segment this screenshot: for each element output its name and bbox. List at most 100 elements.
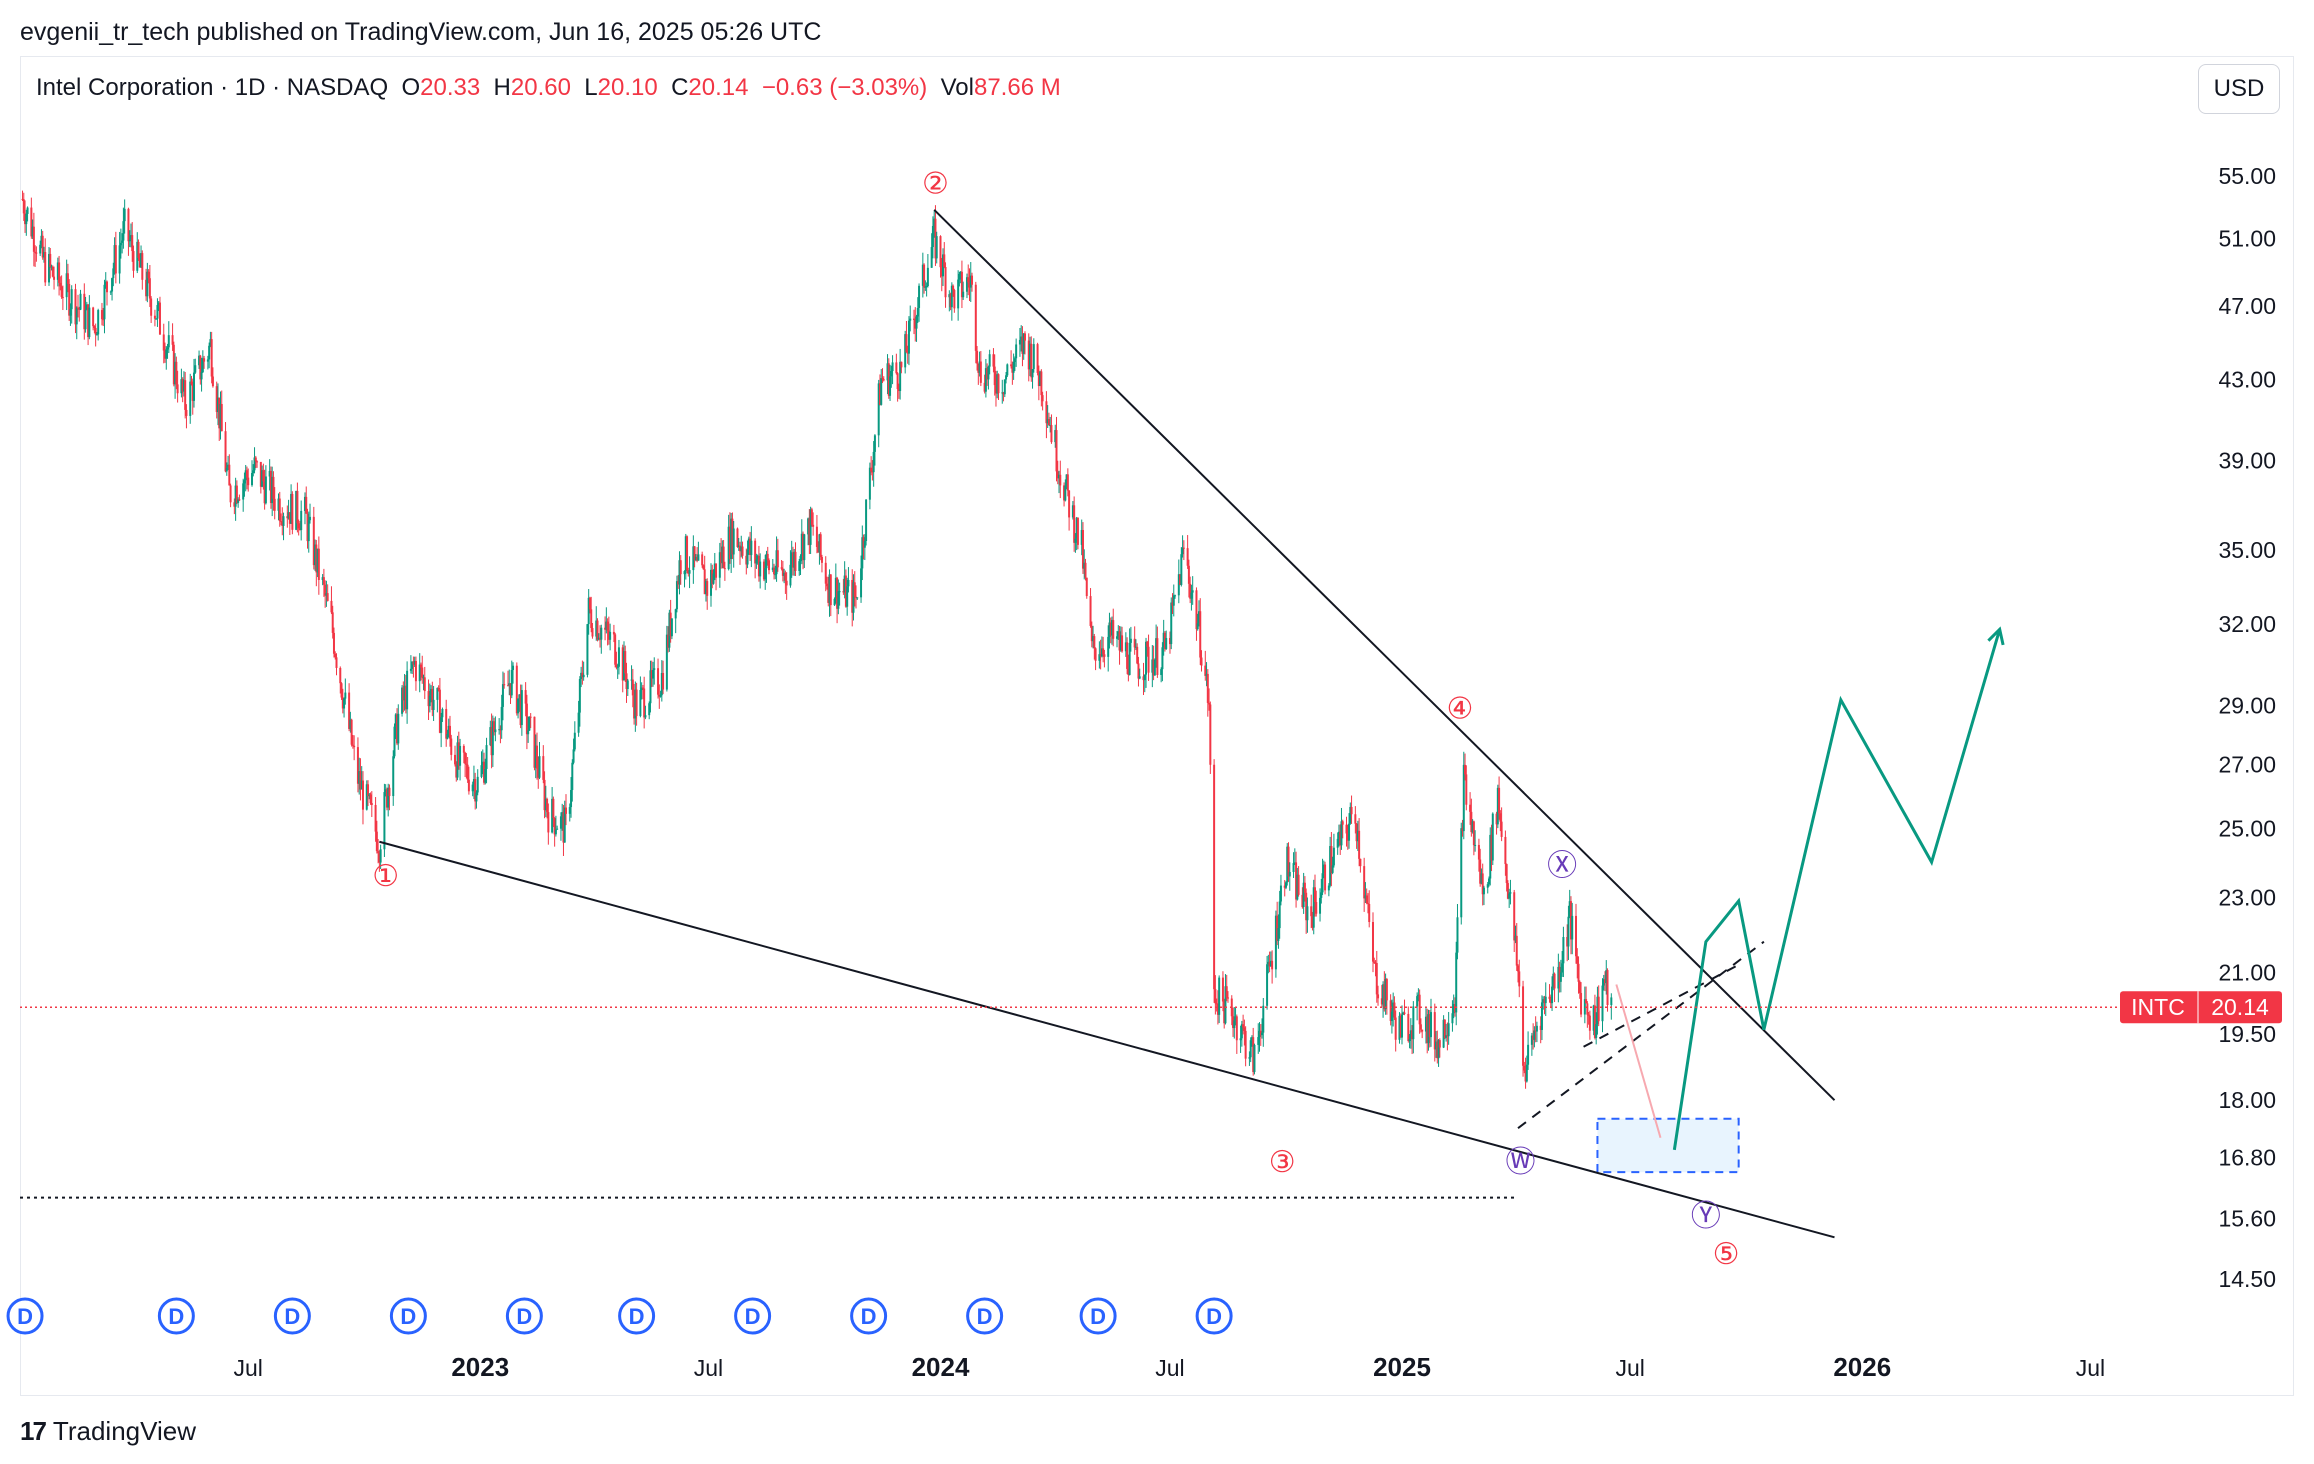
- candle[interactable]: [1559, 959, 1562, 993]
- candle[interactable]: [605, 607, 608, 634]
- candle[interactable]: [537, 756, 540, 789]
- candle[interactable]: [349, 711, 352, 733]
- candle[interactable]: [1418, 989, 1421, 1034]
- candle[interactable]: [288, 512, 291, 536]
- candle[interactable]: [156, 298, 159, 327]
- candle[interactable]: [1390, 999, 1393, 1034]
- candle[interactable]: [765, 550, 768, 583]
- candle[interactable]: [697, 541, 700, 561]
- candle[interactable]: [1244, 1026, 1247, 1067]
- candle[interactable]: [798, 558, 801, 576]
- candle[interactable]: [525, 694, 528, 750]
- candle[interactable]: [1523, 1061, 1526, 1074]
- candle[interactable]: [1170, 597, 1173, 650]
- candle[interactable]: [1288, 862, 1291, 891]
- candle[interactable]: [32, 212, 35, 267]
- candle[interactable]: [572, 738, 575, 765]
- candle[interactable]: [1356, 820, 1359, 852]
- candle[interactable]: [1226, 991, 1229, 1003]
- candle[interactable]: [1277, 914, 1280, 949]
- candle[interactable]: [127, 207, 130, 256]
- candle[interactable]: [1552, 966, 1555, 991]
- candle[interactable]: [206, 355, 209, 370]
- candle[interactable]: [26, 206, 29, 222]
- candle[interactable]: [528, 716, 531, 731]
- candle[interactable]: [493, 717, 496, 736]
- candle[interactable]: [1453, 997, 1456, 1017]
- candle[interactable]: [667, 626, 670, 653]
- candle[interactable]: [35, 246, 38, 262]
- candle[interactable]: [225, 462, 228, 476]
- candle[interactable]: [686, 535, 689, 574]
- candle[interactable]: [287, 499, 290, 520]
- candle[interactable]: [1022, 333, 1025, 360]
- candle[interactable]: [1137, 656, 1140, 687]
- candle[interactable]: [696, 547, 699, 563]
- candle[interactable]: [615, 651, 618, 670]
- candle[interactable]: [546, 797, 549, 819]
- candle[interactable]: [447, 718, 450, 738]
- candle[interactable]: [1534, 1016, 1537, 1043]
- candle[interactable]: [200, 357, 203, 392]
- candle[interactable]: [731, 512, 734, 560]
- candle[interactable]: [754, 538, 757, 579]
- candle[interactable]: [1322, 860, 1325, 879]
- candle[interactable]: [665, 625, 668, 692]
- candle[interactable]: [1136, 643, 1139, 665]
- candle[interactable]: [1127, 654, 1130, 682]
- candle[interactable]: [1284, 881, 1287, 890]
- candle[interactable]: [968, 268, 971, 301]
- candle[interactable]: [358, 757, 361, 795]
- candle[interactable]: [112, 262, 115, 287]
- candle[interactable]: [259, 461, 262, 494]
- candle[interactable]: [1108, 612, 1111, 649]
- candle[interactable]: [1530, 1032, 1533, 1056]
- candle[interactable]: [128, 230, 131, 248]
- candle[interactable]: [1568, 889, 1571, 919]
- candle[interactable]: [940, 257, 943, 292]
- candle[interactable]: [1540, 995, 1543, 1041]
- candle[interactable]: [1116, 630, 1119, 648]
- candle[interactable]: [454, 745, 457, 767]
- dividend-marker[interactable]: D: [1195, 1297, 1233, 1335]
- candle[interactable]: [595, 606, 598, 641]
- candle[interactable]: [817, 541, 820, 553]
- candle[interactable]: [1058, 470, 1061, 494]
- candle[interactable]: [22, 192, 25, 221]
- candle[interactable]: [335, 653, 338, 676]
- candle[interactable]: [934, 205, 937, 266]
- candle[interactable]: [1098, 641, 1101, 669]
- candle[interactable]: [868, 462, 871, 510]
- candle[interactable]: [1287, 842, 1290, 882]
- candle[interactable]: [1094, 647, 1097, 671]
- candle[interactable]: [109, 290, 112, 296]
- candle[interactable]: [1283, 880, 1286, 897]
- candle[interactable]: [1152, 645, 1155, 681]
- candle[interactable]: [459, 738, 462, 781]
- candle[interactable]: [252, 464, 255, 477]
- candle[interactable]: [251, 460, 254, 487]
- candle[interactable]: [70, 285, 73, 324]
- candle[interactable]: [375, 820, 378, 854]
- candle[interactable]: [307, 511, 310, 553]
- candle[interactable]: [326, 584, 329, 602]
- candle[interactable]: [837, 579, 840, 615]
- candle[interactable]: [1261, 1018, 1264, 1039]
- candle[interactable]: [247, 468, 250, 492]
- candle[interactable]: [962, 281, 965, 300]
- candle[interactable]: [597, 633, 600, 641]
- candle[interactable]: [872, 441, 875, 487]
- candle[interactable]: [650, 660, 653, 688]
- dividend-marker[interactable]: D: [389, 1297, 427, 1335]
- candle[interactable]: [74, 283, 77, 334]
- candle[interactable]: [1515, 923, 1518, 971]
- candle[interactable]: [31, 219, 34, 240]
- candle[interactable]: [1110, 616, 1113, 645]
- candle[interactable]: [802, 531, 805, 570]
- candle[interactable]: [343, 697, 346, 718]
- candle[interactable]: [749, 531, 752, 561]
- candle[interactable]: [365, 780, 368, 811]
- candle[interactable]: [315, 539, 318, 587]
- candle[interactable]: [1258, 1022, 1261, 1052]
- candle[interactable]: [1223, 998, 1226, 1029]
